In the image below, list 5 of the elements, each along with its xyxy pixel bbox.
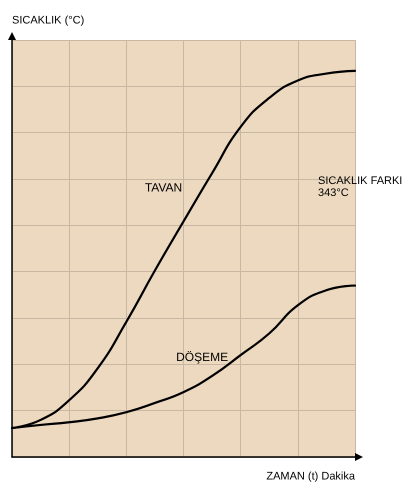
series-label: TAVAN [144, 180, 182, 194]
series-label: DÖŞEME [176, 350, 228, 364]
annotation: SICAKLIK FARKI 343°C [318, 175, 402, 199]
y-axis-title: SICAKLIK (°C) [12, 14, 84, 26]
x-axis-title: ZAMAN (t) Dakika [266, 470, 356, 482]
